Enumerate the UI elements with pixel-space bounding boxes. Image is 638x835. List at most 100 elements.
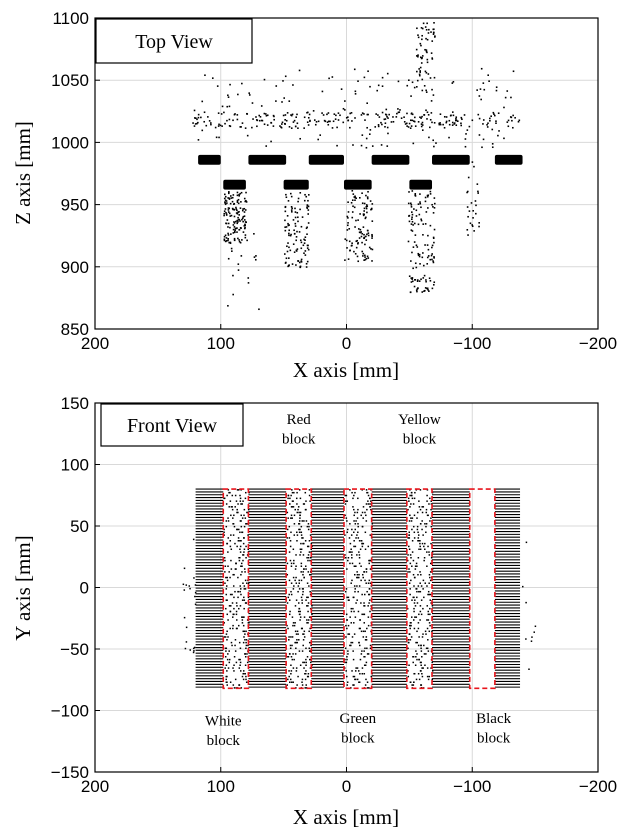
top-view-point [284,123,286,125]
front-view-point [297,633,299,635]
front-view-point [185,584,188,586]
front-view-point [243,630,246,633]
top-view-point [421,124,424,126]
front-view-point [428,593,430,596]
front-view-point [417,585,420,587]
top-view-point [229,241,232,244]
top-view-point [415,266,418,269]
top-view-point [407,240,410,243]
front-view-point [363,613,366,616]
top-view-point [471,161,474,163]
top-view-point [331,76,334,78]
front-view-point [231,508,234,511]
top-view-point [421,55,424,57]
front-view-point [309,667,312,669]
front-view-point [297,675,299,678]
top-view-point [366,197,369,200]
front-view-point [350,610,353,613]
top-view-point [420,125,423,128]
top-view-point [297,197,300,200]
front-view-point [430,508,432,511]
top-view-point [201,129,204,132]
front-view-point [411,565,413,567]
front-view-point [349,523,351,525]
front-view-point [247,596,250,599]
top-view-point [418,280,421,282]
front-view-point [365,639,368,641]
front-view-point [239,661,242,664]
front-view-point [242,582,244,584]
front-view-point [354,491,356,494]
front-view-point [411,540,414,542]
front-view-point [288,599,291,601]
top-view-point [455,116,458,118]
front-view-point [194,584,197,586]
front-view-point [417,573,419,576]
front-view-point [240,514,242,517]
top-view-point [418,213,421,216]
top-view-point [284,114,287,116]
front-view-point [430,602,432,604]
front-view-point [305,508,307,511]
top-view-point [196,122,198,125]
top-view-point [414,116,416,119]
front-view-point [348,537,351,539]
front-view-point [346,619,348,621]
top-view-point [282,80,284,82]
front-view-point [233,670,235,672]
block-label-yellow: block [403,432,437,448]
top-view-point [377,124,380,126]
front-view-point [367,653,370,655]
front-view-point [291,491,294,494]
front-view-point [430,556,433,559]
front-view-point [237,489,240,491]
top-view-point [431,40,434,42]
top-view-point [307,124,310,126]
top-view-point [371,220,374,222]
front-view-point [359,627,361,630]
top-view-point [355,246,358,249]
top-view-point [413,285,416,288]
top-view-point [468,210,471,212]
top-view-point [429,224,432,227]
front-view-point [288,653,291,655]
top-view-point [367,234,370,237]
top-view-point [323,119,326,122]
top-view-point [409,127,412,129]
top-view-point [366,126,368,129]
front-view-point [300,579,303,582]
top-view-point [233,239,236,241]
top-view-point [290,127,293,129]
front-view-point [430,517,432,519]
front-view-point [296,534,299,536]
top-view-point [360,235,363,238]
top-view-point [415,48,418,51]
top-view-point [408,275,411,278]
front-view-x-tick-label: 0 [342,777,351,796]
front-view-point [295,599,298,601]
top-view-point [406,84,409,87]
front-view-point [238,658,240,661]
front-view-point [294,605,297,607]
front-view-point [235,500,238,502]
top-view-point [367,113,369,116]
front-view-point [359,672,361,675]
top-view-point [414,262,417,265]
front-view-point [353,531,355,534]
front-view-point [244,664,247,666]
front-view-point [303,503,306,505]
front-view-point [241,531,243,534]
front-view-point [420,650,423,652]
top-view-point [234,227,237,230]
top-view-point [416,279,419,281]
top-view-point [425,91,428,93]
top-view-point [231,250,233,252]
top-view-point [224,193,226,196]
top-view-point [241,239,243,241]
front-view-point [241,503,243,505]
top-view-point [227,257,230,260]
top-view-point [371,203,374,205]
front-view-point [428,622,431,624]
front-view-point [225,607,227,610]
